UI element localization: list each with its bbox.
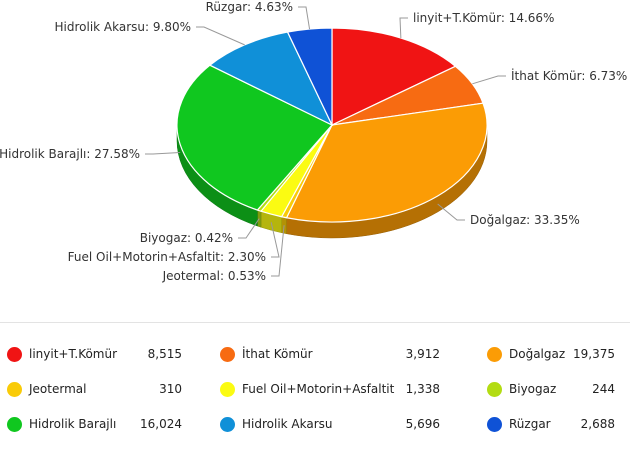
legend-label: Fuel Oil+Motorin+Asfaltit: [242, 382, 395, 396]
legend-marker: [220, 347, 235, 362]
pie-chart-area: linyit+T.Kömür: 14.66% İthat Kömür: 6.73%…: [0, 0, 627, 283]
slice-label: Rüzgar: 4.63%: [206, 0, 293, 14]
label-connector: [145, 151, 181, 155]
legend-marker: [7, 417, 22, 432]
legend-label: Rüzgar: [509, 417, 551, 431]
legend-table: linyit+T.Kömür 8,515 İthat Kömür 3,912 D…: [0, 340, 630, 456]
legend-marker: [487, 347, 502, 362]
slice-label: Doğalgaz: 33.35%: [470, 213, 580, 227]
pie-slices: [176, 27, 488, 223]
pie-slice-side: [257, 209, 262, 228]
legend-label: linyit+T.Kömür: [29, 347, 118, 361]
legend-value: 8,515: [147, 347, 182, 361]
slice-label: Fuel Oil+Motorin+Asfaltit: 2.30%: [68, 250, 266, 264]
legend-label: Doğalgaz: [509, 347, 566, 361]
pie-slice[interactable]: [286, 27, 333, 126]
legend-marker: [220, 382, 235, 397]
label-connector: [196, 26, 245, 46]
legend-marker: [487, 417, 502, 432]
slice-label: İthat Kömür: 6.73%: [511, 68, 627, 83]
label-connector: [472, 75, 506, 85]
legend-value: 5,696: [405, 417, 440, 431]
legend-marker: [7, 347, 22, 362]
slice-label: Hidrolik Akarsu: 9.80%: [55, 20, 192, 34]
legend-row: Hidrolik Barajlı 16,024 Hidrolik Akarsu …: [0, 410, 630, 440]
legend-value: 3,912: [405, 347, 440, 361]
pie-labels: linyit+T.Kömür: 14.66% İthat Kömür: 6.73%…: [0, 0, 627, 283]
label-connector: [298, 6, 311, 30]
pie-chart: linyit+T.Kömür: 14.66% İthat Kömür: 6.73%…: [0, 0, 627, 283]
legend-value: 1,338: [405, 382, 440, 396]
label-connector: [271, 225, 285, 277]
legend-marker: [220, 417, 235, 432]
legend-row: Jeotermal 310 Fuel Oil+Motorin+Asfaltit …: [0, 375, 630, 405]
label-connector: [238, 218, 260, 239]
pie-slice[interactable]: [176, 64, 333, 211]
legend-value: 244: [592, 382, 615, 396]
legend-value: 16,024: [140, 417, 182, 431]
slice-label: Hidrolik Barajlı: 27.58%: [0, 147, 140, 161]
slice-label: Biyogaz: 0.42%: [140, 231, 233, 245]
legend-value: 19,375: [573, 347, 615, 361]
legend-label: Hidrolik Akarsu: [242, 417, 333, 431]
label-connector: [399, 17, 408, 39]
pie-slice-side: [281, 216, 287, 235]
legend-value: 2,688: [580, 417, 615, 431]
legend-value: 310: [159, 382, 182, 396]
pie-side-walls: [176, 124, 488, 239]
legend-marker: [487, 382, 502, 397]
divider: [0, 322, 630, 323]
legend-label: Hidrolik Barajlı: [29, 417, 117, 431]
pie-slice[interactable]: [285, 102, 488, 223]
slice-label: linyit+T.Kömür: 14.66%: [413, 11, 554, 25]
legend-marker: [7, 382, 22, 397]
label-connector: [437, 203, 465, 221]
legend-label: Biyogaz: [509, 382, 557, 396]
legend-label: Jeotermal: [29, 382, 87, 396]
legend-label: İthat Kömür: [242, 347, 313, 361]
label-connector: [270, 222, 280, 258]
slice-label: Jeotermal: 0.53%: [162, 269, 266, 283]
legend-row: linyit+T.Kömür 8,515 İthat Kömür 3,912 D…: [0, 340, 630, 370]
